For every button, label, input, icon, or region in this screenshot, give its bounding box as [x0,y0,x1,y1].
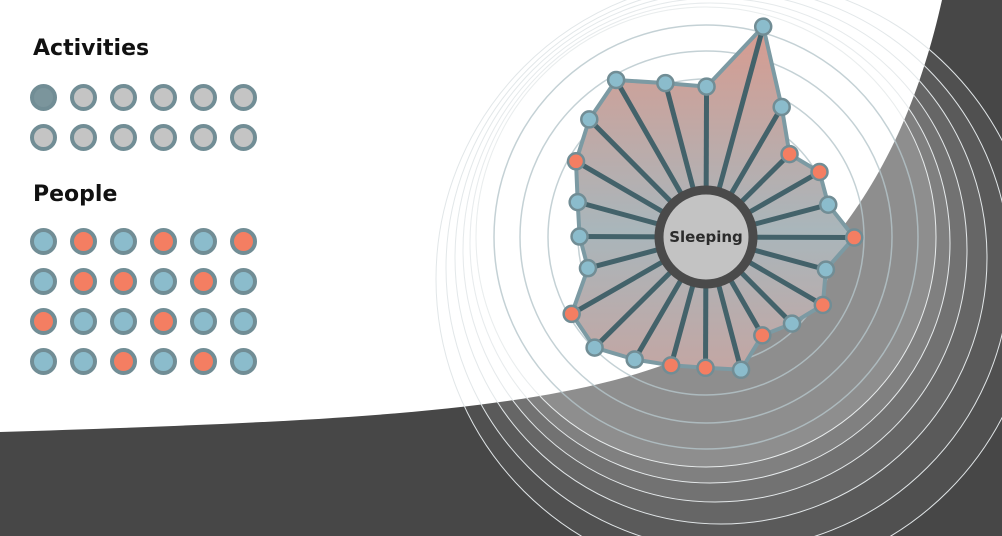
grid-ring [493,24,919,450]
person-dot[interactable] [190,228,217,255]
person-dot[interactable] [30,268,57,295]
person-dot[interactable] [30,308,57,335]
person-dot[interactable] [110,268,137,295]
activity-dot[interactable] [190,84,217,111]
person-dot[interactable] [190,268,217,295]
radial-node[interactable] [731,360,751,380]
person-dot[interactable] [190,308,217,335]
activity-dot[interactable] [30,124,57,151]
radial-node[interactable] [772,97,791,117]
radial-node[interactable] [844,228,864,247]
person-dot[interactable] [150,228,177,255]
people-title: People [33,182,118,207]
grid-ring [519,50,893,424]
radial-node[interactable] [782,314,802,333]
radial-node[interactable] [578,258,598,278]
person-dot[interactable] [70,348,97,375]
activity-dot[interactable] [150,84,177,111]
radial-node[interactable] [813,295,833,315]
person-dot[interactable] [230,308,257,335]
radial-node[interactable] [753,17,773,36]
person-dot[interactable] [230,268,257,295]
radial-node[interactable] [753,326,772,345]
person-dot[interactable] [230,228,257,255]
radial-node[interactable] [696,358,715,378]
radial-node[interactable] [562,304,581,324]
person-dot[interactable] [30,348,57,375]
radial-node[interactable] [810,162,829,182]
activity-dot[interactable] [230,124,257,151]
radial-node[interactable] [580,110,599,129]
person-dot[interactable] [150,268,177,295]
person-dot[interactable] [70,268,97,295]
radial-node[interactable] [656,73,675,93]
radial-node[interactable] [570,227,589,246]
person-dot[interactable] [150,348,177,375]
radial-node[interactable] [606,70,626,90]
activity-dot[interactable] [110,124,137,151]
person-dot[interactable] [110,348,137,375]
radial-node[interactable] [816,260,836,279]
person-dot[interactable] [110,308,137,335]
person-dot[interactable] [150,308,177,335]
person-dot[interactable] [230,348,257,375]
activity-dot[interactable] [150,124,177,151]
radial-node[interactable] [566,152,586,171]
radial-node[interactable] [661,356,681,375]
activity-dot[interactable] [70,124,97,151]
radial-node[interactable] [568,192,587,212]
person-dot[interactable] [110,228,137,255]
activity-dot[interactable] [70,84,97,111]
radial-node[interactable] [819,195,838,214]
radial-node[interactable] [625,350,644,369]
person-dot[interactable] [70,308,97,335]
center-hub[interactable] [654,185,758,289]
activity-dot[interactable] [190,124,217,151]
person-dot[interactable] [70,228,97,255]
person-dot[interactable] [190,348,217,375]
activity-dot[interactable] [230,84,257,111]
people-grid [30,228,257,375]
activity-grid [30,84,257,151]
activity-dot[interactable] [110,84,137,111]
activities-title: Activities [33,36,150,61]
radial-node[interactable] [697,77,716,96]
activity-dot-selected[interactable] [30,84,57,111]
radial-node[interactable] [780,144,799,164]
person-dot[interactable] [30,228,57,255]
radial-chart [562,17,864,380]
radial-node[interactable] [585,338,604,357]
